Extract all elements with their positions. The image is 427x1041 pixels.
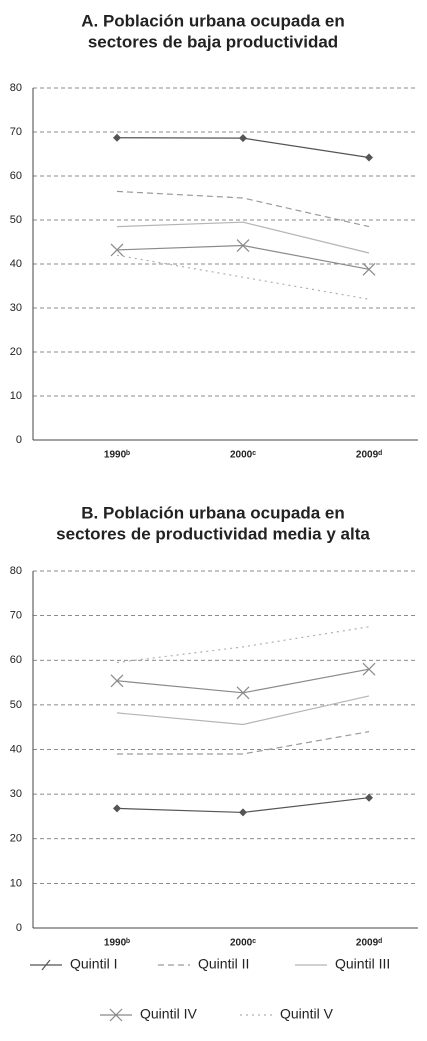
series-line: [116, 254, 370, 300]
series-line: [117, 731, 370, 755]
marker-diamond: [239, 134, 247, 143]
marker-x: [236, 686, 250, 700]
y-tick-label: 30: [10, 788, 22, 800]
y-tick-label: 10: [10, 390, 22, 402]
marker-x: [236, 239, 250, 252]
y-tick-label: 0: [16, 434, 22, 446]
y-tick-label: 70: [10, 126, 22, 138]
series-line: [116, 221, 370, 254]
series-line: [116, 190, 370, 228]
y-tick-label: 20: [10, 833, 22, 845]
marker-x: [362, 662, 376, 676]
marker-x: [110, 243, 124, 257]
x-tick-label: 1990ᵇ: [104, 938, 130, 949]
legend-marker: [41, 959, 51, 971]
marker-diamond: [113, 133, 121, 142]
x-tick-label: 1990ᵇ: [104, 450, 130, 461]
legend-label: Quintil III: [335, 956, 390, 972]
legend-label: Quintil V: [280, 1006, 334, 1022]
y-tick-label: 80: [10, 565, 22, 577]
legend-label: Quintil I: [70, 956, 117, 972]
chart-title: sectores de productividad media y alta: [56, 524, 370, 543]
marker-x: [110, 674, 124, 688]
y-tick-label: 60: [10, 654, 22, 666]
chart-title: sectores de baja productividad: [88, 32, 338, 51]
y-tick-label: 20: [10, 346, 22, 358]
x-tick-label: 2009ᵈ: [356, 450, 382, 461]
marker-diamond: [113, 804, 121, 813]
marker-diamond: [365, 153, 373, 162]
legend-label: Quintil IV: [140, 1006, 197, 1022]
series-line: [116, 668, 370, 694]
y-tick-label: 40: [10, 258, 22, 270]
legend-marker: [109, 1008, 123, 1022]
series-line: [116, 695, 370, 726]
chart-title: B. Población urbana ocupada en: [81, 503, 345, 522]
y-tick-label: 80: [10, 82, 22, 94]
x-tick-label: 2000ᶜ: [230, 938, 256, 949]
marker-diamond: [239, 808, 247, 817]
y-tick-label: 50: [10, 699, 22, 711]
y-tick-label: 70: [10, 610, 22, 622]
y-tick-label: 50: [10, 214, 22, 226]
y-tick-label: 10: [10, 877, 22, 889]
y-tick-label: 0: [16, 922, 22, 934]
series-line: [116, 626, 370, 664]
marker-diamond: [365, 793, 373, 802]
chart-title: A. Población urbana ocupada en: [81, 11, 345, 30]
y-tick-label: 30: [10, 302, 22, 314]
x-tick-label: 2009ᵈ: [356, 938, 382, 949]
x-tick-label: 2000ᶜ: [230, 450, 256, 461]
marker-x: [362, 262, 376, 276]
y-tick-label: 60: [10, 170, 22, 182]
legend-label: Quintil II: [198, 956, 249, 972]
y-tick-label: 40: [10, 743, 22, 755]
series-line: [116, 244, 370, 270]
